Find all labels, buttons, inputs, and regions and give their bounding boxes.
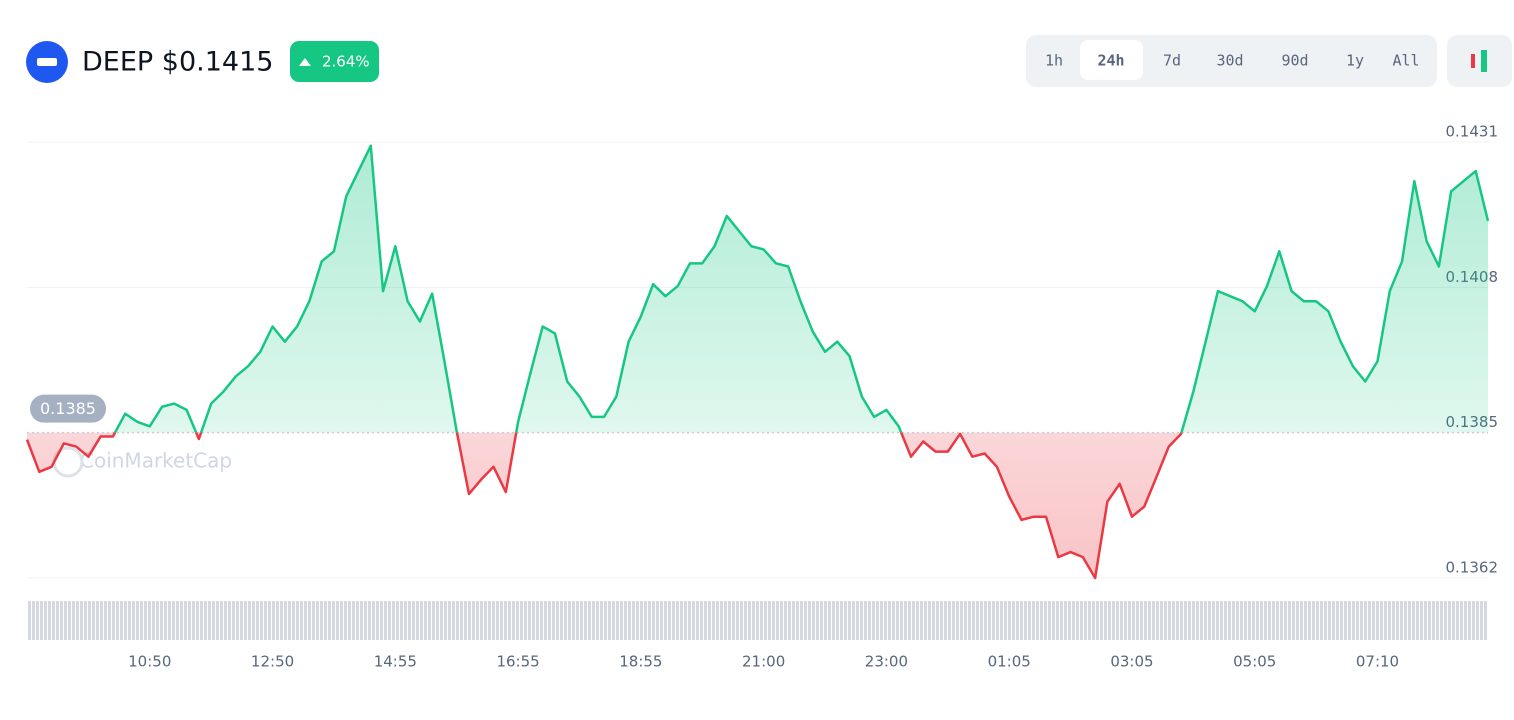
x-tick-label: 07:10 [1356,653,1399,671]
price-line-up [113,144,1490,433]
x-tick-label: 01:05 [988,653,1031,671]
x-tick-label: 18:55 [619,653,662,671]
change-badge [290,41,379,82]
x-tick-label: 12:50 [251,653,294,671]
area-up [114,145,1488,433]
token-icon-glyph [37,58,57,66]
range-button[interactable]: 1y [1346,52,1364,70]
area-down [27,432,1488,578]
watermark: CoinMarketCap [80,449,232,473]
x-tick-label: 14:55 [374,653,417,671]
x-tick-label: 16:55 [496,653,539,671]
range-button[interactable]: 90d [1281,52,1308,70]
candle-icon [1481,50,1487,72]
chart-title: DEEP $0.1415 [82,47,273,78]
x-tick-label: 23:00 [865,653,908,671]
change-label: 2.64% [322,53,370,71]
candle-toggle[interactable] [1447,35,1512,87]
candle-icon [1471,54,1475,68]
range-button[interactable]: 1h [1045,52,1063,70]
baseline-badge [30,394,106,423]
range-button[interactable]: 24h [1097,52,1124,70]
volume-bars [27,601,1488,640]
x-tick-label: 03:05 [1110,653,1153,671]
baseline-label: 0.1385 [40,399,96,418]
change-arrow [299,58,311,66]
x-tick-label: 05:05 [1233,653,1276,671]
range-button[interactable]: 7d [1163,52,1181,70]
x-tick-label: 21:00 [742,653,785,671]
x-tick-label: 10:50 [128,653,171,671]
range-button[interactable]: 30d [1216,52,1243,70]
range-button[interactable]: All [1392,52,1419,70]
y-tick-label: 0.1362 [1446,559,1499,577]
y-tick-label: 0.1431 [1446,123,1499,141]
range-active [1080,40,1143,80]
